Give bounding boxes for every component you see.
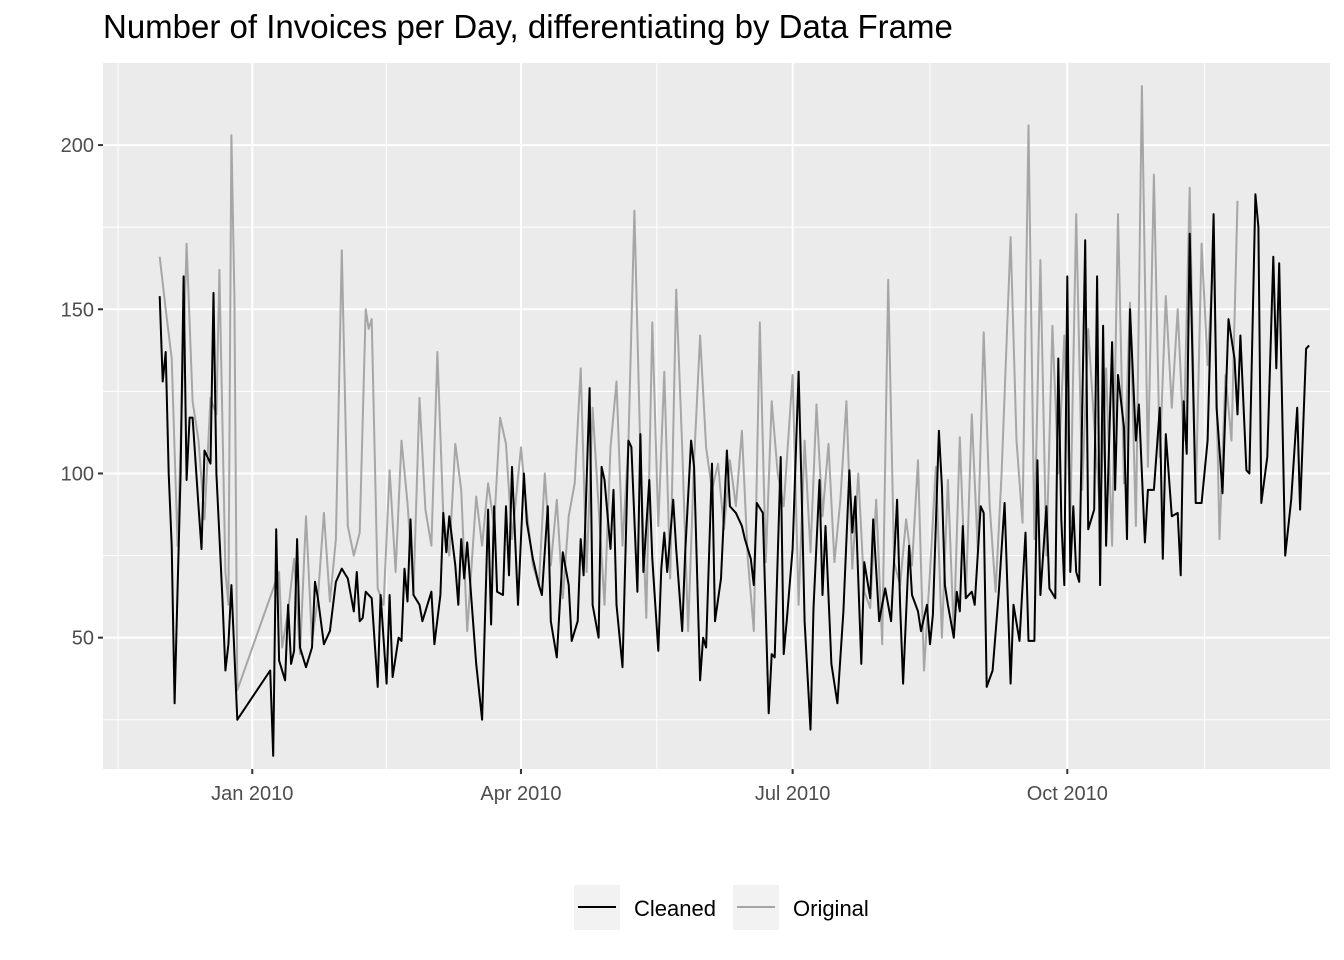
series-line-original	[158, 85, 1239, 692]
y-tick-label: 150	[61, 299, 94, 321]
y-tick-label: 200	[61, 135, 94, 157]
series-layer	[158, 85, 1310, 757]
legend: Cleaned Original	[574, 885, 869, 930]
series-line-cleaned	[158, 193, 1310, 757]
y-axis: 50 100 150 200	[61, 135, 103, 650]
plot-panel	[103, 63, 1330, 769]
x-tick-label: Jul 2010	[755, 783, 831, 805]
legend-label-cleaned: Cleaned	[634, 896, 716, 921]
y-tick-label: 100	[61, 463, 94, 485]
x-tick-label: Jan 2010	[211, 783, 293, 805]
legend-label-original: Original	[793, 896, 869, 921]
x-tick-label: Oct 2010	[1027, 783, 1108, 805]
chart-title: Number of Invoices per Day, differentiat…	[103, 8, 953, 45]
y-tick-label: 50	[72, 628, 94, 650]
x-axis: Jan 2010 Apr 2010 Jul 2010 Oct 2010	[211, 769, 1108, 805]
x-tick-label: Apr 2010	[480, 783, 561, 805]
